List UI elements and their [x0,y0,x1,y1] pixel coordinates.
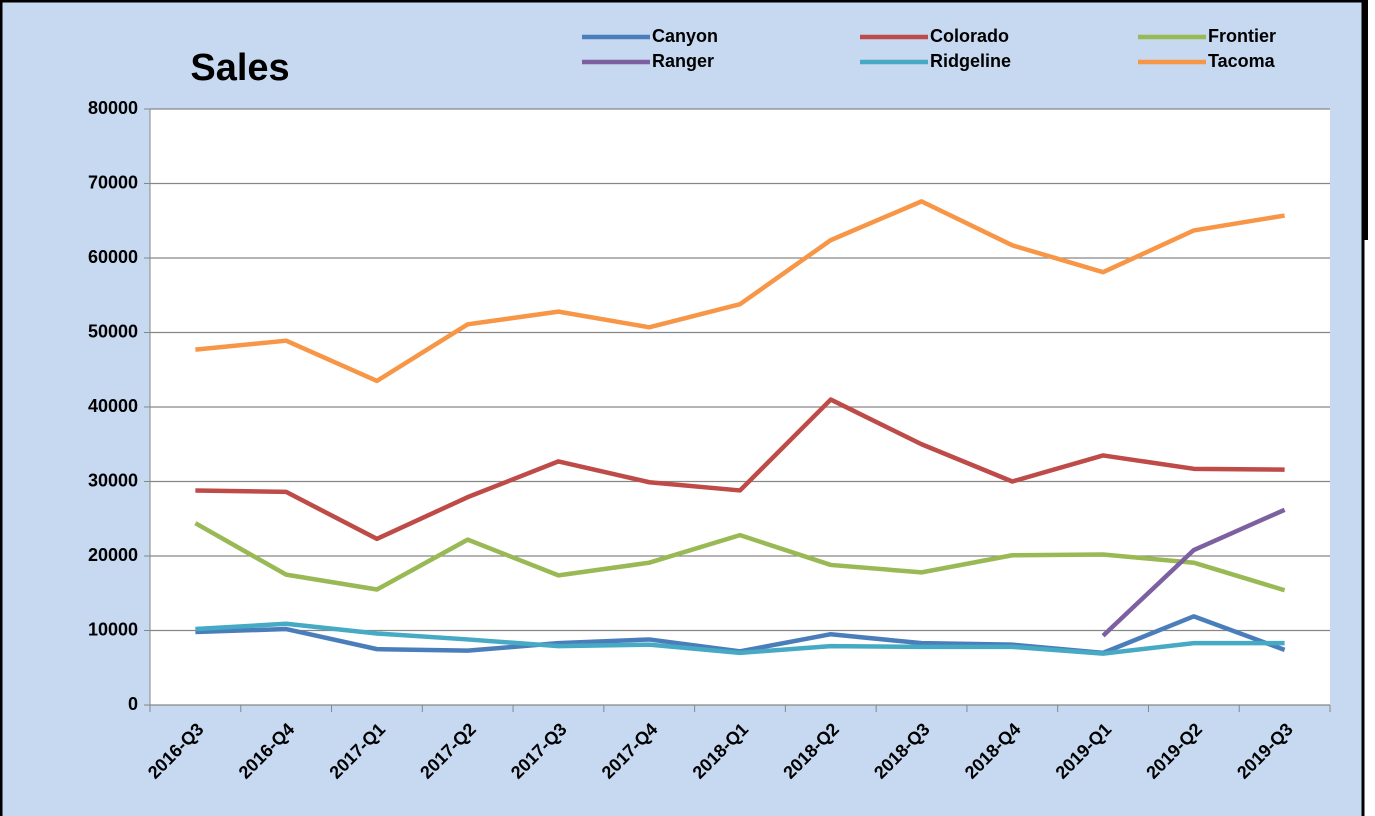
series-line [195,397,1285,542]
legend-label: Frontier [1208,26,1276,46]
legend-label: Tacoma [1208,51,1276,71]
series-line [195,199,1285,384]
legend-label: Canyon [652,26,718,46]
y-tick-label: 10000 [88,619,138,639]
y-tick-label: 70000 [88,172,138,192]
series-line [1101,507,1286,638]
series-line [195,621,1285,656]
y-tick-label: 50000 [88,321,138,341]
legend-label: Ranger [652,51,714,71]
legend-label: Ridgeline [930,51,1011,71]
y-tick-label: 20000 [88,545,138,565]
series-line [194,521,1286,593]
y-tick-label: 40000 [88,396,138,416]
y-tick-label: 80000 [88,98,138,118]
frame-edge [1362,0,1368,240]
y-tick-label: 60000 [88,247,138,267]
chart-title: Sales [190,47,289,89]
y-tick-label: 30000 [88,470,138,490]
legend-label: Colorado [930,26,1009,46]
y-tick-label: 0 [128,694,138,714]
